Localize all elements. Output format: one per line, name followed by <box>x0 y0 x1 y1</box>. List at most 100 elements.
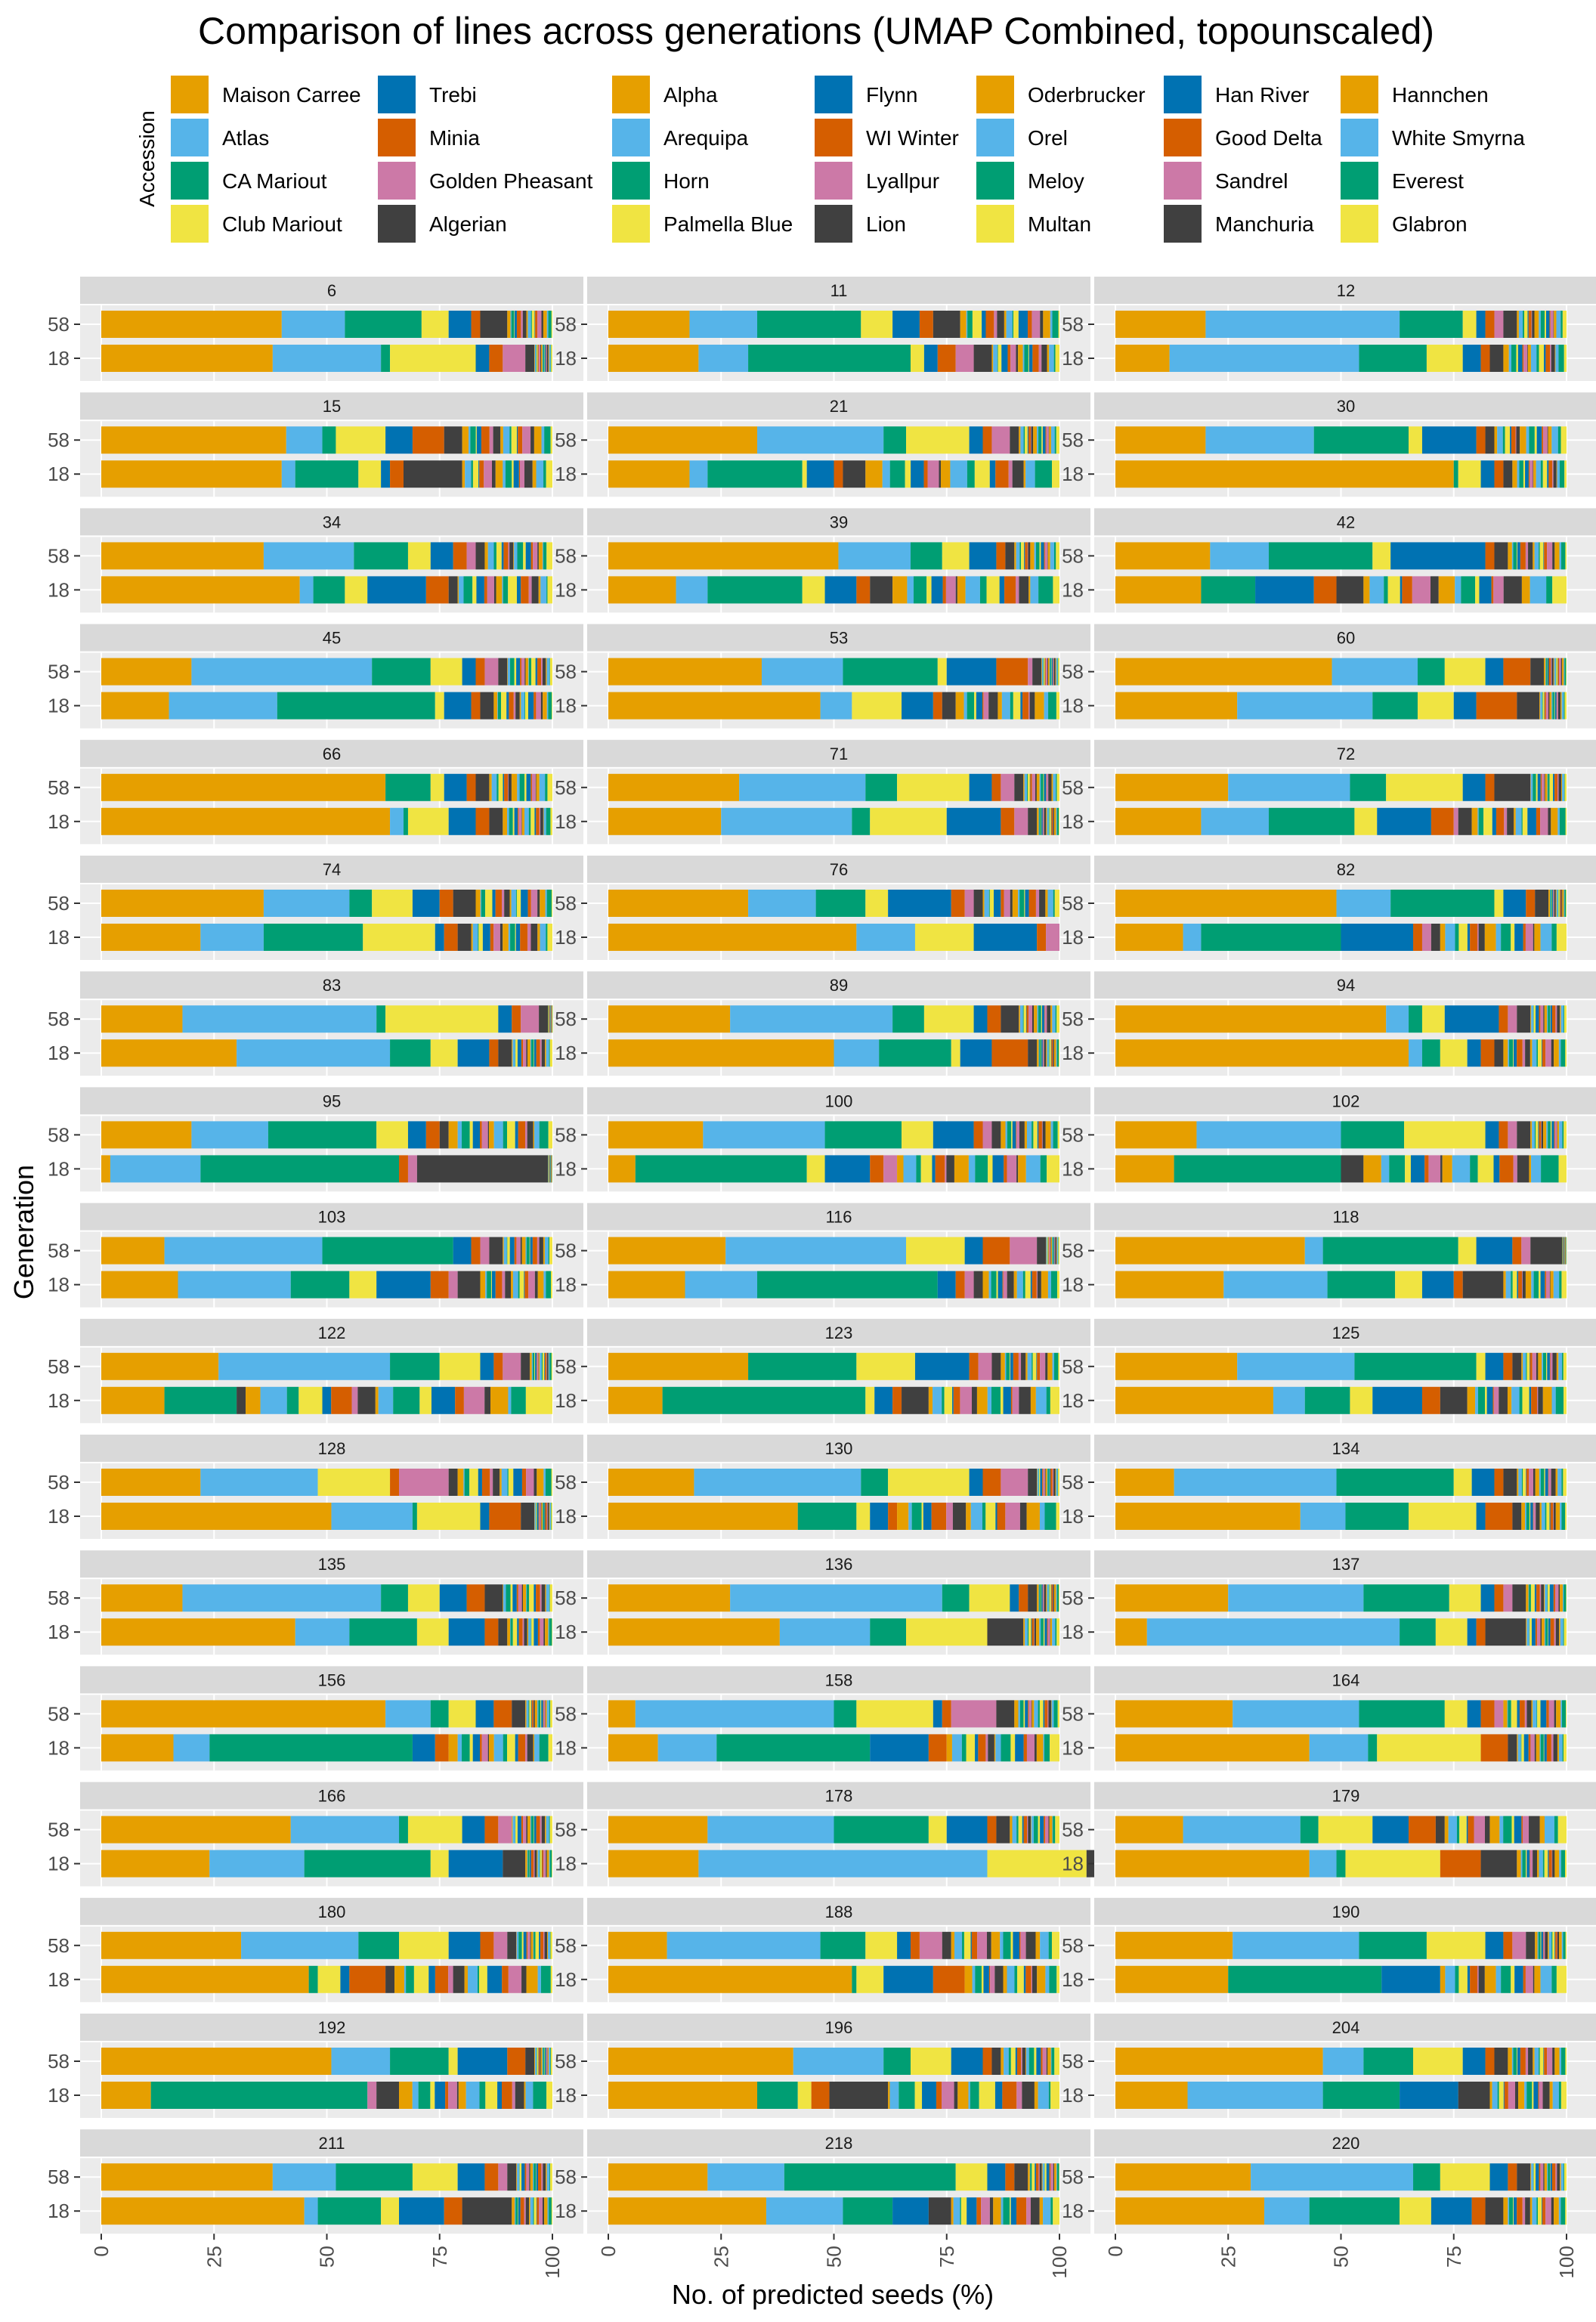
bar-segment <box>535 1931 540 1959</box>
facet-strip-label: 71 <box>830 745 848 763</box>
bar-segment <box>1566 1584 1567 1612</box>
y-tick-label: 18 <box>1062 1157 1084 1180</box>
bar-segment <box>899 2082 915 2109</box>
bar-segment <box>1201 924 1341 951</box>
bar-segment <box>968 1155 976 1183</box>
bar-segment <box>874 1386 893 1414</box>
bar-segment <box>530 311 532 338</box>
bar-segment <box>448 1734 458 1762</box>
bar-segment <box>546 2048 548 2075</box>
y-tick-label: 58 <box>48 776 70 799</box>
bar-segment <box>1050 1237 1053 1265</box>
bar-segment <box>793 2048 884 2075</box>
bar-segment <box>1056 2163 1059 2191</box>
bar-segment <box>539 1734 549 1762</box>
y-tick-label: 18 <box>1062 695 1084 717</box>
bar-segment <box>540 1584 542 1612</box>
bar-segment <box>1016 576 1019 604</box>
bar-segment <box>1007 345 1011 372</box>
bar-segment <box>489 1503 521 1530</box>
bar-segment <box>545 1503 547 1530</box>
bar-segment <box>1503 2082 1505 2109</box>
bar-segment <box>975 1155 988 1183</box>
bar-segment <box>525 2082 534 2109</box>
y-tick-label: 58 <box>555 429 577 451</box>
legend-label: Everest <box>1392 169 1464 193</box>
bar-segment <box>492 890 496 917</box>
bar-segment <box>1550 345 1551 372</box>
bar-segment <box>1539 1584 1542 1612</box>
bar-segment <box>349 1618 417 1646</box>
bar-segment <box>507 1931 517 1959</box>
y-tick-label: 58 <box>555 1934 577 1957</box>
bar-segment <box>707 576 803 604</box>
bar-segment <box>1044 1734 1050 1762</box>
bar-segment <box>1553 1503 1556 1530</box>
bar-segment <box>1477 1386 1486 1414</box>
bar-segment <box>520 460 524 488</box>
facet-strip <box>80 856 583 883</box>
bar-segment <box>541 1503 543 1530</box>
bar-segment <box>1558 345 1564 372</box>
bar-segment <box>1053 1352 1059 1380</box>
bar-segment <box>277 692 435 720</box>
bar-segment <box>902 692 933 720</box>
y-tick-label: 18 <box>48 1968 70 1991</box>
facet-strip-label: 158 <box>825 1670 853 1689</box>
bar-segment <box>524 773 527 801</box>
bar-segment <box>1536 1121 1539 1149</box>
bar-segment <box>966 1503 971 1530</box>
bar-segment <box>510 1584 513 1612</box>
bar-segment <box>507 2048 526 2075</box>
bar-segment <box>531 1618 534 1646</box>
bar-segment <box>1536 2163 1539 2191</box>
bar-segment <box>1523 311 1524 338</box>
bar-segment <box>1533 2082 1539 2109</box>
bar-segment <box>883 2048 911 2075</box>
bar-segment <box>1047 542 1050 570</box>
bar-segment <box>367 576 426 604</box>
bar-segment <box>322 426 336 454</box>
bar-segment <box>515 1039 518 1067</box>
bar-segment <box>1039 1503 1045 1530</box>
bar-segment <box>1051 1584 1053 1612</box>
bar-segment <box>1010 1352 1013 1380</box>
bar-segment <box>304 2197 318 2225</box>
bar-segment <box>546 692 549 720</box>
bar-segment <box>1565 2197 1567 2225</box>
y-tick-label: 18 <box>555 1853 577 1875</box>
bar-segment <box>1530 773 1533 801</box>
bar-segment <box>547 2197 549 2225</box>
bar-segment <box>963 1931 971 1959</box>
bar-segment <box>1530 773 1531 801</box>
bar-segment <box>1553 460 1557 488</box>
bar-segment <box>1421 1386 1440 1414</box>
bar-segment <box>528 1271 535 1299</box>
bar-segment <box>1003 1965 1007 1993</box>
facet-strip-label: 164 <box>1332 1670 1360 1689</box>
bar-segment <box>534 1816 537 1844</box>
bar-segment <box>861 1469 889 1496</box>
bar-segment <box>1047 890 1053 917</box>
bar-segment <box>549 1155 550 1183</box>
bar-segment <box>1555 1469 1558 1496</box>
bar-segment <box>480 311 508 338</box>
bar-segment <box>1020 1931 1026 1959</box>
bar-segment <box>1533 773 1536 801</box>
bar-segment <box>399 2197 444 2225</box>
bar-segment <box>548 1155 549 1183</box>
bar-segment <box>546 807 551 835</box>
bar-segment <box>942 692 956 720</box>
facet-strip <box>80 739 583 767</box>
bar-segment <box>973 1271 983 1299</box>
bar-segment <box>1047 345 1050 372</box>
bar-segment <box>942 542 970 570</box>
bar-segment <box>1560 1584 1564 1612</box>
bar-segment <box>1480 1850 1517 1878</box>
bar-segment <box>1551 807 1558 835</box>
bar-segment <box>508 576 517 604</box>
bar-segment <box>969 542 997 570</box>
